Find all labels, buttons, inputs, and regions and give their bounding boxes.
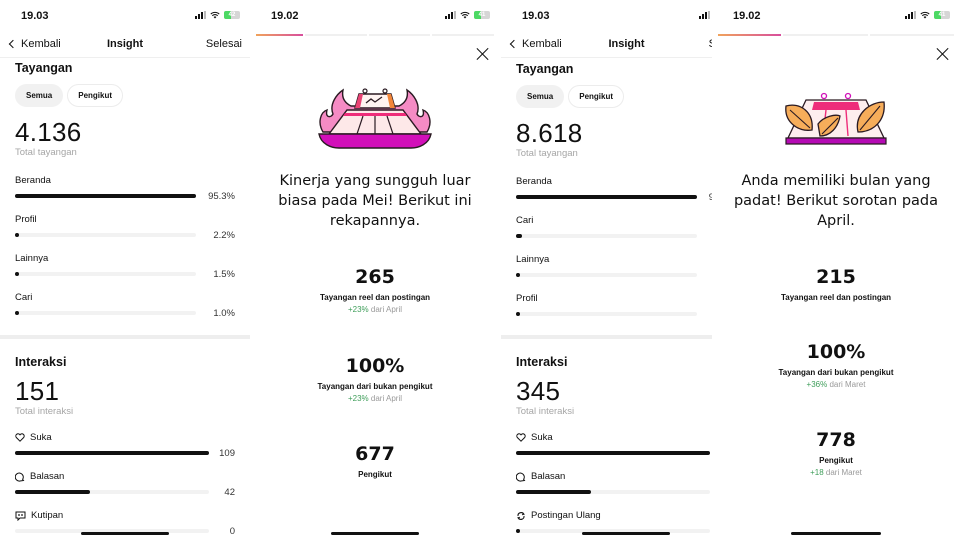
battery-icon: 42	[224, 11, 240, 19]
insight-screen-april: 19.03 Kembali Insight S Tayangan Semua P…	[501, 0, 712, 540]
source-row: Profil	[516, 293, 712, 318]
section-title: Interaksi	[15, 355, 67, 369]
progress-segment-active	[256, 34, 303, 36]
close-icon[interactable]	[476, 48, 488, 60]
cellular-signal-icon	[905, 11, 916, 19]
quote-icon	[15, 511, 26, 521]
repost-icon	[517, 511, 525, 520]
done-button[interactable]: Selesai	[205, 38, 242, 50]
home-indicator[interactable]	[331, 532, 419, 535]
interaction-row: Suka	[516, 432, 712, 457]
story-progress	[256, 34, 495, 36]
status-bar: 19.03 42	[0, 0, 250, 32]
views-section: Tayangan Semua Pengikut 8.618 Total taya…	[516, 62, 712, 318]
heart-icon	[516, 433, 526, 442]
section-divider	[501, 335, 712, 339]
home-indicator[interactable]	[791, 532, 881, 535]
nav-header: Kembali Insight S	[501, 32, 712, 58]
source-row: Cari	[516, 215, 712, 240]
done-button[interactable]: S	[709, 38, 712, 50]
reply-icon	[15, 472, 25, 482]
source-row: Lainnya 1.5%	[15, 253, 235, 280]
interaction-row: Balasan	[516, 471, 712, 496]
stat-reel-views: 265 Tayangan reel dan postingan +23% dar…	[319, 266, 431, 314]
interaction-row: Postingan Ulang	[516, 510, 712, 535]
recap-headline: Anda memiliki bulan yang padat! Berikut …	[733, 173, 939, 229]
status-time: 19.02	[271, 10, 299, 22]
status-bar: 19.03	[501, 0, 712, 32]
stat-nonfollower-views: 100% Tayangan dari bukan pengikut +23% d…	[317, 355, 433, 403]
cellular-signal-icon	[699, 11, 710, 19]
total-views-label: Total tayangan	[516, 148, 578, 159]
source-row: Cari 1.0%	[15, 292, 235, 319]
status-bar: 19.02 41	[712, 0, 960, 32]
status-time: 19.03	[21, 10, 49, 22]
cellular-signal-icon	[445, 11, 456, 19]
audience-filter: Semua Pengikut	[15, 84, 235, 107]
total-views: 4.136	[15, 117, 82, 147]
cellular-signal-icon	[195, 11, 206, 19]
battery-icon: 41	[474, 11, 490, 19]
page-title: Insight	[608, 38, 645, 50]
insight-screen-may: 19.03 42 Kembali Insight Selesai Tayanga…	[0, 0, 250, 540]
total-views-label: Total tayangan	[15, 147, 77, 158]
wifi-icon	[920, 11, 930, 19]
close-icon[interactable]	[936, 48, 948, 60]
total-interactions-label: Total interaksi	[15, 406, 74, 417]
views-section: Tayangan Semua Pengikut 4.136 Total taya…	[15, 61, 235, 319]
source-row: Beranda 9	[516, 176, 712, 203]
home-indicator[interactable]	[81, 532, 169, 535]
heart-icon	[15, 433, 25, 442]
chip-followers[interactable]: Pengikut	[568, 85, 625, 108]
trophy-fire-illustration	[318, 88, 432, 149]
stat-reel-views: 215 Tayangan reel dan postingan	[780, 266, 892, 302]
interactions-section: Interaksi 151 Total interaksi Suka 109 B…	[15, 355, 235, 537]
recap-screen-april: 19.02 41 Anda memiliki bulan yang padat!…	[712, 0, 960, 540]
status-time: 19.02	[733, 10, 761, 22]
section-title: Interaksi	[516, 355, 568, 369]
page-title: Insight	[106, 38, 144, 50]
progress-segment-active	[718, 34, 781, 36]
chip-followers[interactable]: Pengikut	[67, 84, 124, 107]
interaction-row: Suka 109	[15, 432, 235, 459]
source-row: Lainnya	[516, 254, 712, 279]
stat-nonfollower-views: 100% Tayangan dari bukan pengikut +36% d…	[778, 341, 894, 389]
total-interactions-label: Total interaksi	[516, 406, 575, 417]
total-views: 8.618	[516, 118, 583, 148]
stat-followers: 677 Pengikut	[355, 443, 395, 479]
back-button[interactable]: Kembali	[8, 38, 61, 50]
chip-all[interactable]: Semua	[516, 85, 565, 108]
section-divider	[0, 335, 250, 339]
total-interactions: 151	[15, 376, 60, 406]
total-interactions: 345	[516, 376, 561, 406]
calendar-leaves-illustration	[785, 92, 887, 145]
back-button[interactable]: Kembali	[509, 38, 562, 50]
interaction-row: Balasan 42	[15, 471, 235, 498]
source-row: Profil 2.2%	[15, 214, 235, 241]
status-bar: 19.02 41	[250, 0, 500, 32]
reply-icon	[516, 472, 526, 482]
battery-icon: 41	[934, 11, 950, 19]
recap-screen-may: 19.02 41 Kinerja yang sungguh luar biasa…	[250, 0, 500, 540]
wifi-icon	[460, 11, 470, 19]
source-row: Beranda 95.3%	[15, 175, 235, 202]
home-indicator[interactable]	[582, 532, 670, 535]
section-title: Tayangan	[15, 61, 73, 75]
recap-headline: Kinerja yang sungguh luar biasa pada Mei…	[278, 173, 472, 229]
story-progress	[718, 34, 954, 36]
interactions-section: Interaksi 345 Total interaksi Suka Balas…	[516, 355, 712, 535]
chip-all[interactable]: Semua	[15, 84, 64, 107]
status-time: 19.03	[522, 10, 550, 22]
wifi-icon	[210, 11, 220, 19]
section-title: Tayangan	[516, 62, 574, 76]
nav-header: Kembali Insight Selesai	[0, 32, 250, 58]
audience-filter: Semua Pengikut	[516, 85, 712, 108]
interaction-row: Kutipan 0	[15, 510, 235, 537]
stat-followers: 778 Pengikut +18 dari Maret	[810, 429, 862, 477]
